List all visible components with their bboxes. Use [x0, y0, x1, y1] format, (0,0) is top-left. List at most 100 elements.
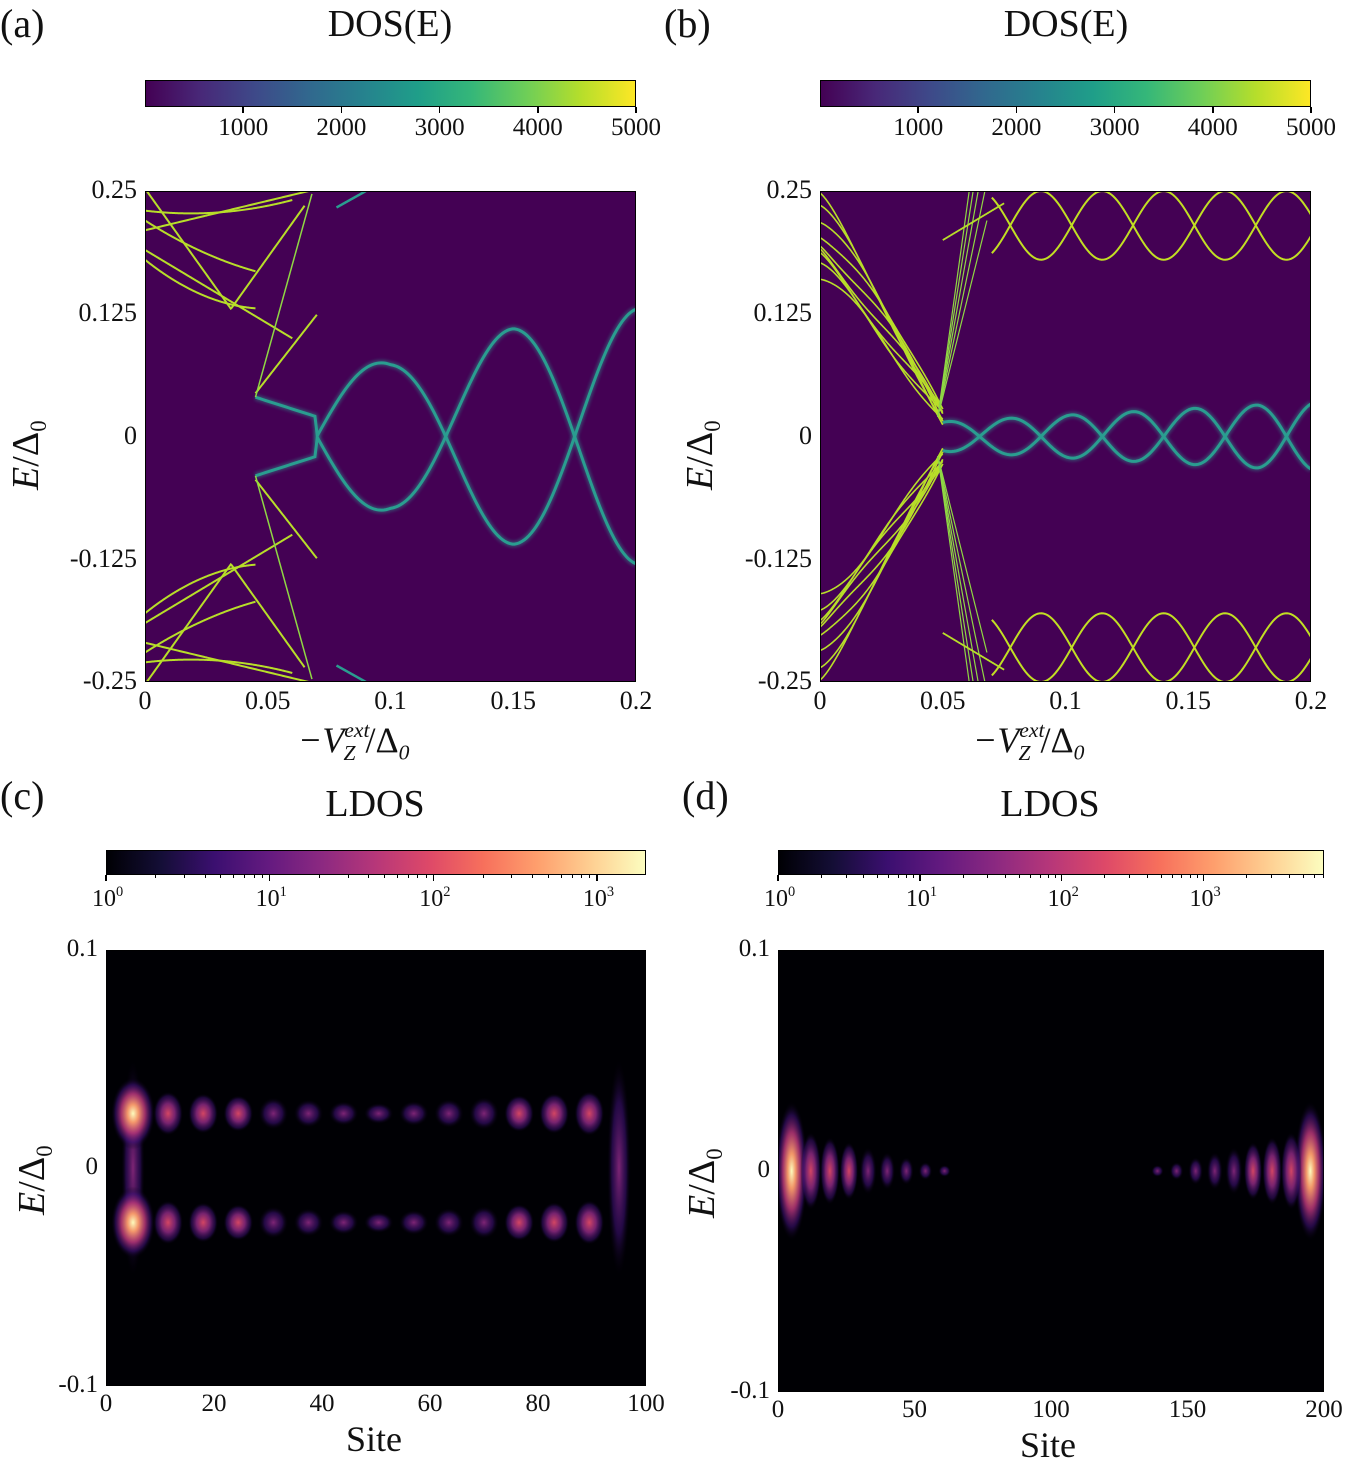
- ldos-peak: [293, 1208, 324, 1237]
- colorbar-tick-label: 2000: [991, 114, 1042, 141]
- x-tick-label: 0: [813, 686, 827, 715]
- y-axis-label: E/Δ0: [11, 1145, 57, 1215]
- ldos-peak: [504, 1095, 535, 1132]
- gapped-band-upper: [991, 191, 1311, 261]
- x-tick-label: 0.05: [920, 686, 966, 715]
- colorbar-minor-tick: [233, 875, 235, 878]
- colorbar-minor-tick: [1055, 875, 1057, 878]
- y-tick-label: -0.125: [69, 543, 137, 573]
- colorbar-minor-tick: [906, 875, 908, 878]
- y-tick-label: 0.25: [766, 175, 813, 205]
- x-tick-label: 50: [902, 1396, 927, 1423]
- ldos-peak: [398, 1209, 429, 1236]
- colorbar-tick-label: 4000: [512, 114, 563, 141]
- bulk-band-upper: [145, 249, 293, 340]
- bulk-band-upper: [254, 193, 313, 398]
- bulk-band-upper: [820, 192, 944, 410]
- colorbar-tick-label: 102: [419, 884, 451, 913]
- ldos-peak: [398, 1100, 429, 1127]
- x-tick-label: 0.2: [1294, 686, 1328, 715]
- colorbar-minor-tick: [589, 875, 591, 878]
- colorbar-tick-mark: [777, 875, 779, 881]
- colorbar-tick-label: 101: [905, 884, 938, 913]
- bulk-band-upper: [937, 220, 988, 418]
- colorbar-tick-mark: [268, 875, 271, 881]
- bulk-band-lower: [942, 632, 1005, 671]
- bulk-band-upper: [820, 278, 944, 420]
- colorbar-minor-tick: [845, 875, 847, 878]
- y-tick-label: -0.25: [82, 666, 137, 696]
- colorbar-title: LDOS: [1000, 783, 1100, 825]
- colorbar-minor-tick: [888, 875, 890, 878]
- colorbar-minor-tick: [877, 875, 879, 878]
- colorbar-minor-tick: [368, 875, 370, 878]
- x-axis-label: −VextZ/Δ0: [298, 718, 410, 765]
- panel-label: (d): [682, 773, 729, 818]
- ldos-peak: [188, 1093, 219, 1134]
- ldos-peak: [574, 1200, 605, 1245]
- colorbar-minor-tick: [820, 875, 822, 878]
- ldos-end-streak: [607, 1058, 631, 1278]
- colorbar-tick-label: 103: [1189, 884, 1221, 913]
- ldos-peak: [1169, 1162, 1184, 1180]
- colorbar-minor-tick: [244, 875, 246, 878]
- ldos-peak: [1262, 1137, 1282, 1205]
- x-tick-label: 100: [627, 1390, 665, 1417]
- ldos-peak: [1280, 1132, 1302, 1210]
- ldos-peak: [898, 1157, 914, 1185]
- ldos-peak: [1294, 1101, 1324, 1241]
- x-tick-label: 0: [99, 1390, 113, 1417]
- bulk-band-upper: [937, 191, 979, 417]
- colorbar-minor-tick: [1271, 875, 1273, 878]
- colorbar-tick-mark: [1113, 107, 1116, 113]
- y-tick-label: 0.125: [753, 298, 813, 328]
- colorbar-tick-mark: [1060, 875, 1063, 881]
- bulk-band-lower: [937, 456, 986, 682]
- majorana-branch-upper: [942, 403, 1311, 471]
- y-axis-label: E/Δ0: [679, 420, 725, 490]
- colorbar-minor-tick: [581, 875, 583, 878]
- colorbar-tick-mark: [1202, 875, 1205, 881]
- ldos-peak: [574, 1091, 605, 1136]
- dos-heatmap-a: [145, 191, 636, 682]
- bulk-band-lower: [145, 658, 293, 674]
- colorbar: [145, 80, 636, 107]
- ldos-peak: [433, 1207, 464, 1238]
- bulk-band-upper: [937, 191, 974, 417]
- ldos-peak: [433, 1098, 464, 1129]
- bulk-band-upper: [335, 191, 367, 209]
- x-tick-label: 80: [525, 1390, 551, 1417]
- colorbar-minor-tick: [531, 875, 533, 878]
- bulk-band-upper: [145, 219, 256, 273]
- ldos-peak: [328, 1101, 359, 1126]
- colorbar-minor-tick: [560, 875, 562, 878]
- dos-heatmap-b: [820, 191, 1311, 682]
- ldos-peak: [539, 1093, 570, 1134]
- colorbar: [106, 850, 646, 875]
- ldos-peak: [778, 1101, 808, 1241]
- x-tick-label: 100: [1032, 1396, 1070, 1423]
- plot-frame: [145, 191, 636, 682]
- ldos-peak: [918, 1162, 933, 1180]
- y-tick-label: -0.1: [58, 1371, 98, 1398]
- colorbar-title: LDOS: [325, 783, 425, 825]
- x-tick-label: 60: [417, 1390, 443, 1417]
- ldos-peak: [293, 1099, 324, 1128]
- x-axis-label: −VextZ/Δ0: [973, 718, 1085, 765]
- colorbar-minor-tick: [1047, 875, 1049, 878]
- majorana-branch-lower: [942, 402, 1311, 470]
- x-axis-label: Site: [1020, 1425, 1077, 1465]
- y-tick-label: 0: [757, 1156, 771, 1183]
- bulk-band-upper: [820, 204, 944, 414]
- ldos-peak: [258, 1206, 289, 1239]
- colorbar-minor-tick: [1313, 875, 1315, 878]
- bulk-band-lower: [937, 455, 988, 653]
- colorbar-minor-tick: [987, 875, 989, 878]
- colorbar-tick-mark: [537, 107, 539, 113]
- colorbar-tick-mark: [1212, 107, 1214, 113]
- colorbar-tick-mark: [917, 107, 919, 113]
- ldos-peak: [504, 1204, 535, 1241]
- x-tick-label: 0.1: [374, 686, 407, 715]
- x-tick-label: 150: [1168, 1396, 1207, 1423]
- bulk-band-lower: [254, 475, 313, 680]
